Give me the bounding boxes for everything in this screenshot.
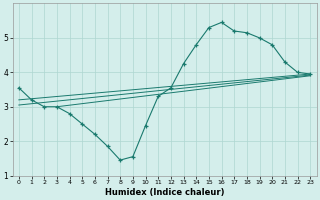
X-axis label: Humidex (Indice chaleur): Humidex (Indice chaleur) <box>105 188 224 197</box>
